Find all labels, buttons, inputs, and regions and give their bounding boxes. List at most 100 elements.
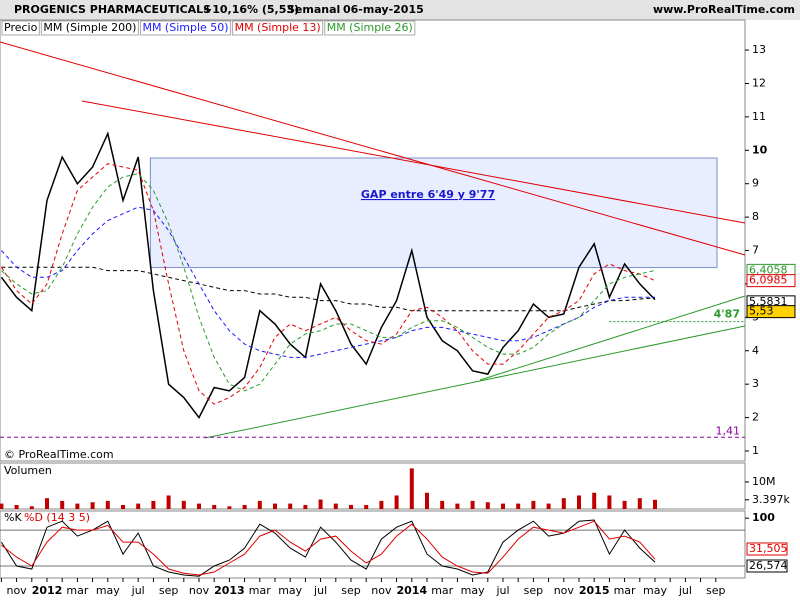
volume-bar bbox=[75, 503, 80, 509]
legend-entry: Precio bbox=[4, 21, 38, 34]
volume-title: Volumen bbox=[4, 464, 52, 477]
volume-bar bbox=[60, 500, 65, 509]
legend-box bbox=[324, 20, 416, 36]
volume-bar bbox=[592, 492, 597, 509]
volume-bar bbox=[577, 495, 581, 509]
volume-bar bbox=[303, 504, 308, 509]
legend-entry: %K bbox=[4, 511, 22, 524]
volume-bar bbox=[516, 503, 521, 509]
series-line bbox=[1, 266, 656, 312]
header-bar bbox=[0, 0, 800, 20]
volume-bar bbox=[561, 498, 566, 509]
volume-bar bbox=[136, 503, 141, 509]
volume-bar bbox=[121, 504, 125, 509]
volume-bar bbox=[273, 503, 277, 509]
y-tick-label: 12 bbox=[752, 76, 766, 89]
gap-zone bbox=[149, 157, 718, 269]
x-tick-label: mar bbox=[614, 584, 636, 597]
x-tick-label: may bbox=[278, 584, 302, 597]
volume-bar bbox=[333, 503, 338, 509]
volume-bar bbox=[14, 504, 19, 509]
level-label: 5,5831 bbox=[749, 295, 788, 308]
y-tick-label: 3.397k bbox=[752, 493, 790, 506]
y-tick-label: 10M bbox=[752, 475, 776, 488]
volume-bar bbox=[637, 498, 642, 509]
y-tick-label: 8 bbox=[752, 210, 759, 223]
copyright: © ProRealTime.com bbox=[4, 448, 114, 461]
low-level-label: 1,41 bbox=[716, 424, 741, 437]
x-tick-label: 2013 bbox=[214, 584, 245, 597]
y-tick-label: 3 bbox=[752, 377, 759, 390]
volume-bar bbox=[394, 495, 399, 509]
x-tick-label: sep bbox=[706, 584, 725, 597]
resistance-outer bbox=[0, 41, 746, 256]
series-line bbox=[1, 520, 656, 576]
series-line bbox=[0, 163, 656, 405]
y-tick-label: 7 bbox=[752, 244, 759, 257]
x-tick-label: jul bbox=[313, 584, 327, 597]
volume-bar bbox=[531, 500, 536, 509]
x-tick-label: may bbox=[461, 584, 485, 597]
legend-box bbox=[40, 20, 139, 36]
volume-bar bbox=[622, 500, 627, 509]
header-date: 06-may-2015 bbox=[343, 3, 424, 16]
x-tick-label: nov bbox=[371, 584, 392, 597]
x-tick-label: 2012 bbox=[32, 584, 63, 597]
x-tick-label: may bbox=[96, 584, 120, 597]
volume-panel bbox=[0, 462, 746, 510]
legend-entry: MM (Simple 50) bbox=[142, 21, 228, 34]
series-line bbox=[0, 131, 656, 420]
level-box bbox=[746, 305, 796, 319]
series-line bbox=[1, 206, 655, 358]
y-tick-label: 1 bbox=[752, 444, 759, 457]
volume-bar bbox=[166, 495, 171, 509]
y-tick-label: 10 bbox=[752, 143, 768, 156]
series-line bbox=[1, 173, 656, 392]
volume-bar bbox=[364, 504, 369, 509]
level-label: 26,574 bbox=[749, 559, 788, 572]
volume-bar bbox=[181, 500, 186, 509]
volume-bar bbox=[212, 504, 217, 509]
volume-bar bbox=[607, 495, 612, 509]
volume-bar bbox=[470, 500, 475, 509]
volume-bar bbox=[455, 503, 460, 509]
volume-bar bbox=[45, 498, 49, 509]
header-site: www.ProRealTime.com bbox=[653, 3, 795, 16]
header-period: Semanal bbox=[287, 3, 340, 16]
volume-bar bbox=[409, 468, 414, 509]
level-label: 31,505 bbox=[749, 542, 788, 555]
volume-bar bbox=[197, 503, 201, 509]
x-tick-label: jul bbox=[495, 584, 509, 597]
volume-bar bbox=[485, 502, 490, 509]
volume-bar bbox=[318, 499, 323, 509]
stochastic-panel bbox=[0, 510, 746, 579]
x-tick-label: 2015 bbox=[579, 584, 610, 597]
header-title: PROGENICS PHARMACEUTICALS bbox=[14, 3, 211, 16]
y-tick-label: 9 bbox=[752, 177, 759, 190]
volume-bar bbox=[379, 500, 384, 509]
legend-box bbox=[232, 20, 324, 36]
volume-bar bbox=[227, 506, 232, 509]
y-tick-label: 100 bbox=[752, 511, 775, 524]
x-tick-label: sep bbox=[159, 584, 178, 597]
volume-bar bbox=[501, 503, 505, 509]
x-tick-label: 2014 bbox=[396, 584, 427, 597]
x-tick-label: nov bbox=[554, 584, 575, 597]
x-tick-label: nov bbox=[189, 584, 210, 597]
x-tick-label: jul bbox=[131, 584, 145, 597]
volume-bar bbox=[242, 504, 247, 509]
x-tick-label: sep bbox=[341, 584, 360, 597]
level-label: 6,4058 bbox=[749, 263, 788, 276]
header-change: +10,16% (5,53) bbox=[203, 3, 299, 16]
volume-bar bbox=[349, 504, 353, 509]
y-tick-label: 4 bbox=[752, 344, 759, 357]
y-tick-label: 2 bbox=[752, 411, 759, 424]
volume-bar bbox=[0, 503, 4, 509]
legend-entry: MM (Simple 13) bbox=[235, 21, 321, 34]
x-tick-label: may bbox=[643, 584, 667, 597]
volume-bar bbox=[288, 503, 293, 509]
legend-box bbox=[1, 20, 40, 36]
x-tick-label: nov bbox=[6, 584, 27, 597]
x-tick-label: sep bbox=[524, 584, 543, 597]
